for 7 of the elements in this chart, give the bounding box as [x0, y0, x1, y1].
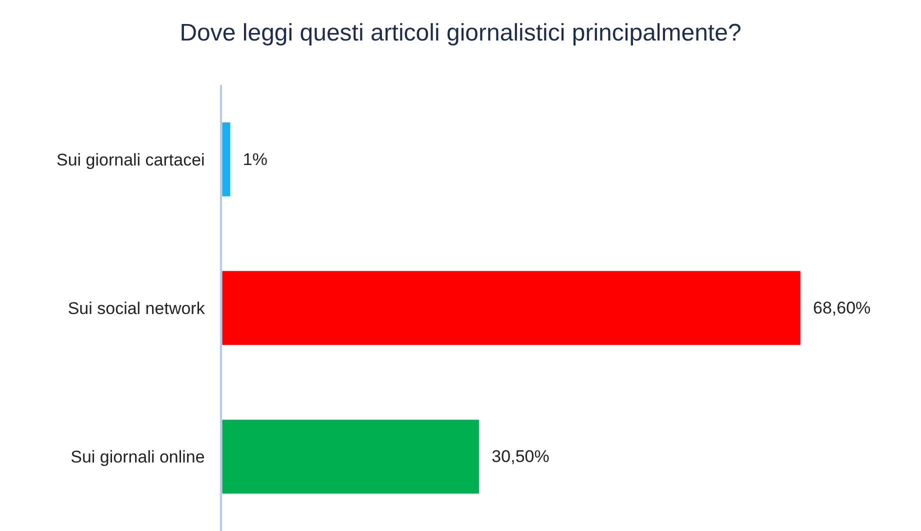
y-tick-label: Sui giornali online: [70, 448, 205, 467]
data-label: 30,50%: [482, 447, 550, 466]
data-label: 68,60%: [804, 298, 871, 318]
chart-title: Dove leggi questi articoli giornalistici principalmente?: [180, 20, 742, 47]
data-label: 1%: [233, 150, 268, 169]
y-tick-label: Sui social network: [68, 298, 206, 318]
y-tick-label: Sui giornali cartacei: [56, 150, 205, 170]
